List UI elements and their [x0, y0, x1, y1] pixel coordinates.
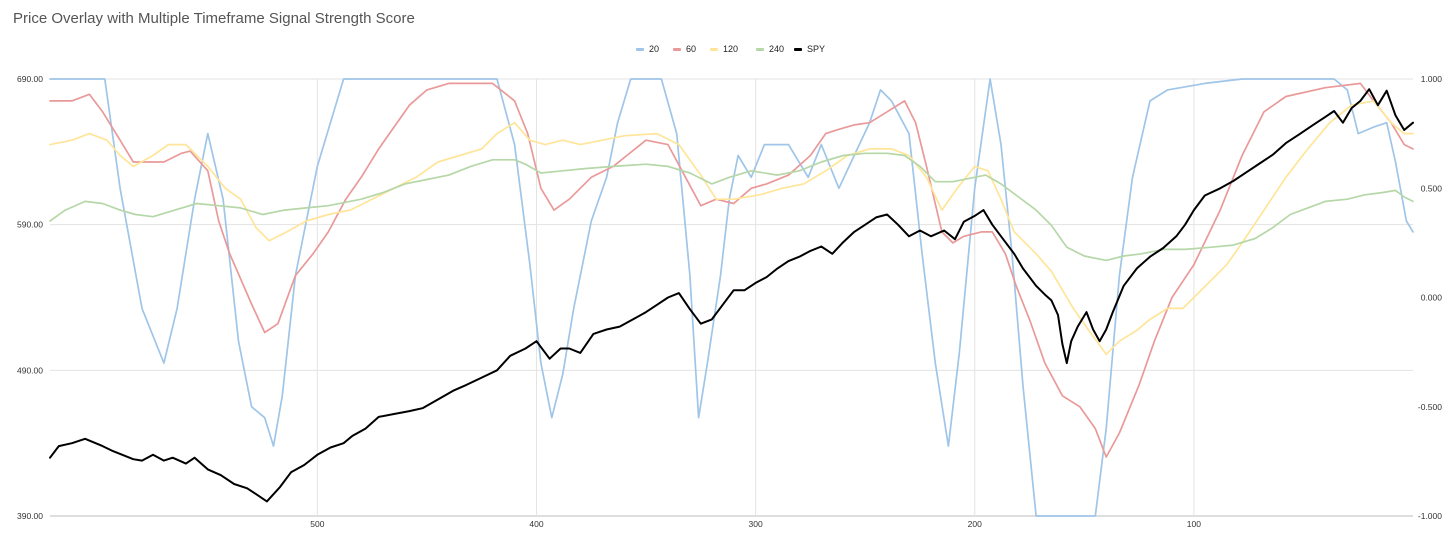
- legend-label: 240: [769, 44, 785, 54]
- x-tick-label: 100: [1187, 519, 1201, 529]
- series-line-240: [49, 152, 1414, 262]
- series-line-60: [49, 82, 1414, 458]
- x-tick-label: 500: [310, 519, 324, 529]
- legend-item-spy[interactable]: SPY: [794, 44, 825, 54]
- legend-item-20[interactable]: 20: [636, 44, 659, 54]
- y-left-tick-label: 490.00: [17, 365, 43, 375]
- y-left-tick-label: 590.00: [17, 220, 43, 230]
- x-tick-label: 200: [968, 519, 982, 529]
- legend-label: 20: [649, 44, 660, 54]
- legend-item-60[interactable]: 60: [673, 44, 696, 54]
- y-right-tick-label: -0.500: [1418, 402, 1442, 412]
- legend-label: SPY: [807, 44, 826, 54]
- y-right-tick-label: 0.500: [1421, 183, 1443, 193]
- y-right-tick-label: 0.000: [1421, 293, 1443, 303]
- series-line-120: [49, 100, 1414, 356]
- legend-swatch: [756, 47, 764, 51]
- x-tick-label: 400: [529, 519, 543, 529]
- y-right-tick-label: 1.000: [1421, 74, 1443, 84]
- chart-legend: 20 60 120 240 SPY: [0, 44, 1453, 58]
- legend-swatch: [710, 47, 718, 51]
- legend-item-120[interactable]: 120: [710, 44, 738, 54]
- y-left-tick-label: 690.00: [17, 74, 43, 84]
- y-left-tick-label: 390.00: [17, 511, 43, 521]
- legend-label: 60: [686, 44, 697, 54]
- series-line-20: [49, 78, 1414, 517]
- y-right-tick-label: -1.000: [1418, 511, 1442, 521]
- x-tick-label: 300: [749, 519, 763, 529]
- legend-item-240[interactable]: 240: [756, 44, 784, 54]
- legend-swatch: [673, 47, 681, 51]
- chart-title: Price Overlay with Multiple Timeframe Si…: [13, 10, 415, 27]
- legend-swatch: [636, 47, 644, 51]
- legend-label: 120: [723, 44, 739, 54]
- series-line-spy: [49, 88, 1414, 503]
- legend-swatch: [794, 47, 802, 51]
